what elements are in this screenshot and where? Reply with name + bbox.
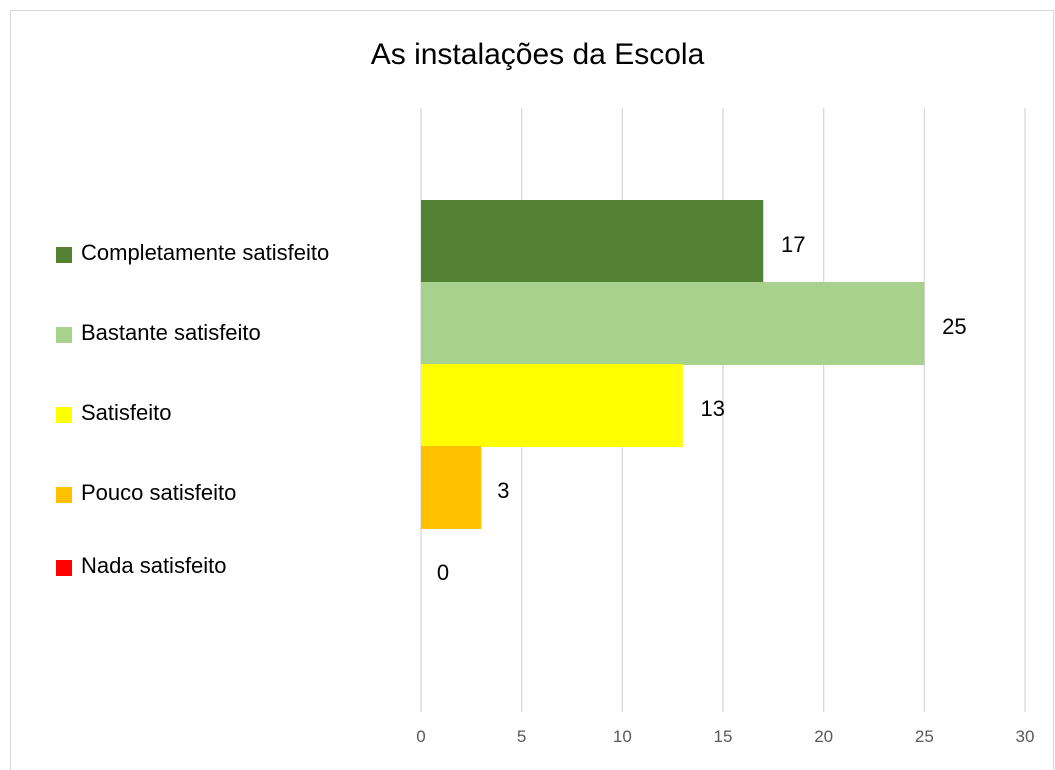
legend-swatch <box>56 560 72 576</box>
bar-satisfeito <box>421 364 683 447</box>
x-tick-label: 5 <box>517 727 526 746</box>
legend-label: Completamente satisfeito <box>81 240 330 265</box>
bars <box>421 200 925 529</box>
data-labels: 17 25 13 3 0 <box>437 232 967 585</box>
x-tick-label: 25 <box>915 727 934 746</box>
data-label: 25 <box>942 314 966 339</box>
legend-label: Nada satisfeito <box>81 553 227 578</box>
x-tick-label: 15 <box>714 727 733 746</box>
legend-swatch <box>56 247 72 263</box>
data-label: 17 <box>781 232 805 257</box>
legend-swatch <box>56 407 72 423</box>
bar-pouco-satisfeito <box>421 446 482 529</box>
x-tick-label: 10 <box>613 727 632 746</box>
bar-completamente-satisfeito <box>421 200 764 283</box>
legend-swatch <box>56 487 72 503</box>
x-tick-label: 20 <box>814 727 833 746</box>
data-label: 3 <box>497 478 509 503</box>
x-axis-ticks: 0 5 10 15 20 25 30 <box>416 727 1034 746</box>
legend-label: Pouco satisfeito <box>81 480 237 505</box>
legend-label: Bastante satisfeito <box>81 320 261 345</box>
legend-swatch <box>56 327 72 343</box>
x-tick-label: 30 <box>1016 727 1035 746</box>
chart-title: As instalações da Escola <box>370 38 705 71</box>
bar-bastante-satisfeito <box>421 282 925 365</box>
legend-label: Satisfeito <box>81 400 172 425</box>
data-label: 13 <box>700 396 724 421</box>
x-tick-label: 0 <box>416 727 425 746</box>
data-label: 0 <box>437 560 449 585</box>
